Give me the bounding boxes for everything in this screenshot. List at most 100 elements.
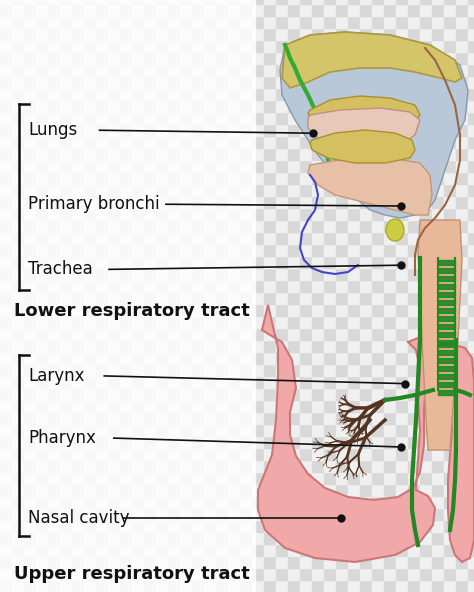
Bar — [408, 436, 420, 448]
Bar — [324, 388, 336, 400]
Bar — [264, 172, 276, 184]
Bar — [192, 160, 204, 172]
Bar — [180, 52, 192, 64]
Bar — [12, 532, 24, 544]
Bar — [204, 100, 216, 112]
Bar — [348, 292, 360, 304]
Bar — [228, 568, 240, 580]
Bar — [240, 52, 252, 64]
Bar — [48, 16, 60, 28]
Bar — [168, 412, 180, 424]
Bar — [48, 256, 60, 268]
Bar — [456, 0, 468, 4]
Bar — [96, 52, 108, 64]
Bar — [0, 424, 12, 436]
Bar — [204, 124, 216, 136]
Bar — [408, 208, 420, 220]
Bar — [432, 280, 444, 292]
Bar — [456, 532, 468, 544]
Bar — [0, 40, 12, 52]
Bar — [456, 316, 468, 328]
Bar — [120, 292, 132, 304]
Bar — [156, 340, 168, 352]
Bar — [36, 436, 48, 448]
Bar — [144, 232, 156, 244]
Bar — [144, 508, 156, 520]
Bar — [0, 124, 12, 136]
Bar — [360, 388, 372, 400]
Bar — [192, 520, 204, 532]
Bar — [72, 160, 84, 172]
Bar — [276, 376, 288, 388]
Bar — [72, 76, 84, 88]
Bar — [120, 16, 132, 28]
Bar — [48, 556, 60, 568]
Bar — [36, 196, 48, 208]
Bar — [444, 28, 456, 40]
Bar — [420, 472, 432, 484]
Bar — [72, 400, 84, 412]
Bar — [432, 304, 444, 316]
Bar — [72, 28, 84, 40]
Bar — [312, 184, 324, 196]
Bar — [444, 388, 456, 400]
Bar — [384, 28, 396, 40]
Bar — [60, 280, 72, 292]
Bar — [438, 260, 455, 265]
Bar — [456, 16, 468, 28]
Bar — [216, 460, 228, 472]
Bar — [168, 472, 180, 484]
Bar — [96, 184, 108, 196]
Polygon shape — [448, 345, 474, 562]
Bar — [72, 196, 84, 208]
Bar — [108, 292, 120, 304]
Bar — [36, 148, 48, 160]
Bar — [0, 28, 12, 40]
Bar — [252, 376, 264, 388]
Bar — [324, 148, 336, 160]
Bar — [144, 172, 156, 184]
Bar — [372, 316, 384, 328]
Bar — [408, 556, 420, 568]
Bar — [60, 580, 72, 592]
Bar — [120, 376, 132, 388]
Bar — [372, 184, 384, 196]
Bar — [444, 0, 456, 4]
Bar — [48, 232, 60, 244]
Bar — [192, 400, 204, 412]
Bar — [132, 400, 144, 412]
Bar — [156, 4, 168, 16]
Bar — [372, 400, 384, 412]
Bar — [120, 520, 132, 532]
Bar — [396, 532, 408, 544]
Bar — [360, 220, 372, 232]
Bar — [288, 388, 300, 400]
Bar — [204, 424, 216, 436]
Bar — [420, 496, 432, 508]
Polygon shape — [282, 32, 462, 88]
Bar — [312, 28, 324, 40]
Bar — [276, 160, 288, 172]
Bar — [216, 0, 228, 4]
Bar — [216, 304, 228, 316]
Bar — [0, 52, 12, 64]
Bar — [276, 28, 288, 40]
Bar — [36, 184, 48, 196]
Bar — [108, 412, 120, 424]
Bar — [216, 340, 228, 352]
Bar — [420, 136, 432, 148]
Bar — [468, 460, 474, 472]
Bar — [336, 28, 348, 40]
Bar — [438, 382, 455, 387]
Bar — [96, 0, 108, 4]
Bar — [300, 16, 312, 28]
Bar — [96, 244, 108, 256]
Bar — [12, 40, 24, 52]
Bar — [384, 148, 396, 160]
Bar — [312, 448, 324, 460]
Bar — [324, 208, 336, 220]
Bar — [252, 208, 264, 220]
Bar — [144, 208, 156, 220]
Bar — [120, 412, 132, 424]
Bar — [444, 4, 456, 16]
